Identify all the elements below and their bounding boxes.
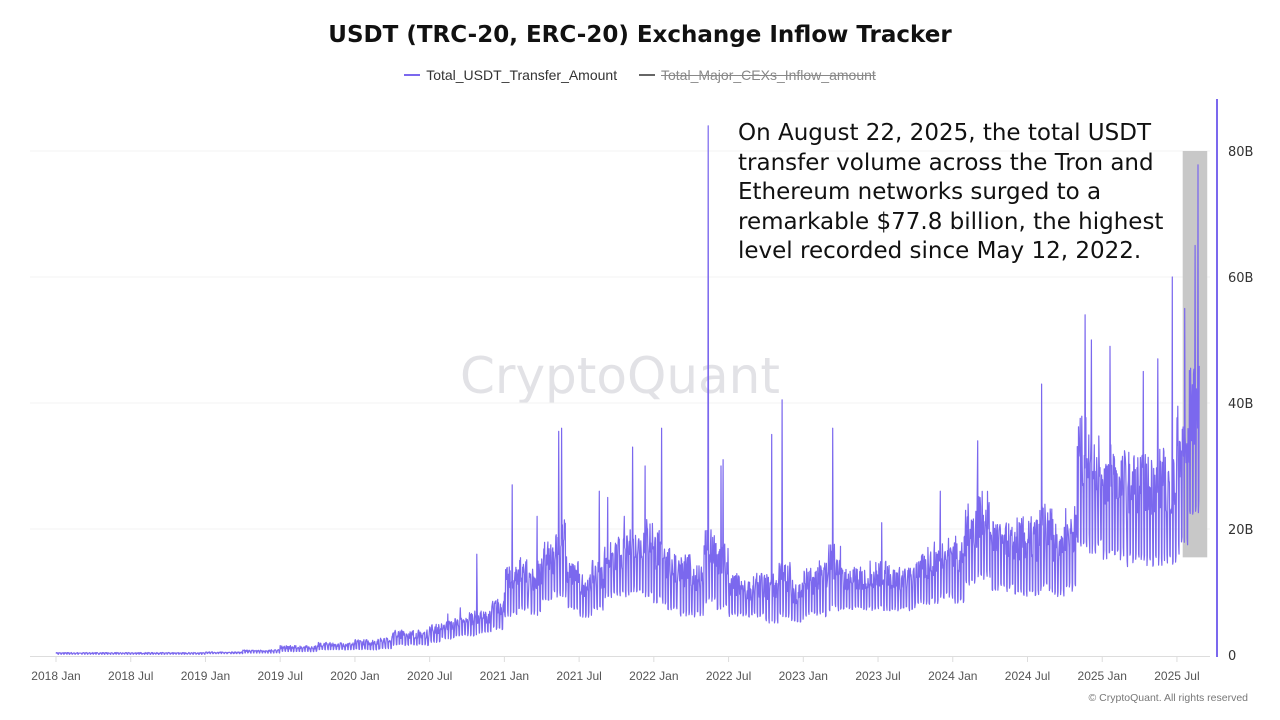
x-tick-label: 2022 Jan — [629, 669, 678, 683]
x-tick-label: 2025 Jan — [1078, 669, 1127, 683]
copyright: © CryptoQuant. All rights reserved — [1088, 692, 1248, 704]
x-tick-label: 2024 Jul — [1005, 669, 1050, 683]
x-tick-label: 2023 Jul — [855, 669, 900, 683]
y-tick-label: 60B — [1228, 271, 1253, 286]
x-tick-label: 2020 Jul — [407, 669, 452, 683]
x-tick-label: 2022 Jul — [706, 669, 751, 683]
y-tick-label: 40B — [1228, 397, 1253, 412]
x-tick-label: 2018 Jul — [108, 669, 153, 683]
x-tick-label: 2020 Jan — [330, 669, 379, 683]
y-tick-label: 80B — [1228, 145, 1253, 160]
x-tick-label: 2019 Jan — [181, 669, 230, 683]
y-tick-label: 20B — [1228, 523, 1253, 538]
x-tick-label: 2019 Jul — [258, 669, 303, 683]
legend-swatch — [404, 74, 421, 76]
x-tick-label: 2021 Jan — [480, 669, 529, 683]
series-line-total-usdt — [55, 125, 1200, 656]
legend-item-major-cex-inflow[interactable]: Total_Major_CEXs_Inflow_amount — [639, 67, 876, 83]
y-tick-label: 0 — [1228, 649, 1236, 664]
x-tick-label: 2018 Jan — [31, 669, 80, 683]
x-tick-label: 2023 Jan — [779, 669, 828, 683]
chart-title: USDT (TRC-20, ERC-20) Exchange Inflow Tr… — [328, 22, 952, 48]
watermark: CryptoQuant — [460, 347, 780, 405]
legend-item-total-usdt[interactable]: Total_USDT_Transfer_Amount — [404, 67, 617, 83]
legend-swatch — [639, 74, 655, 76]
legend: Total_USDT_Transfer_Amount Total_Major_C… — [0, 63, 1280, 83]
legend-label: Total_USDT_Transfer_Amount — [426, 67, 618, 83]
legend-label: Total_Major_CEXs_Inflow_amount — [661, 67, 876, 83]
x-tick-label: 2024 Jan — [928, 669, 977, 683]
x-tick-label: 2021 Jul — [556, 669, 601, 683]
x-tick-label: 2025 Jul — [1154, 669, 1199, 683]
annotation-text: On August 22, 2025, the total USDT trans… — [738, 120, 1164, 264]
